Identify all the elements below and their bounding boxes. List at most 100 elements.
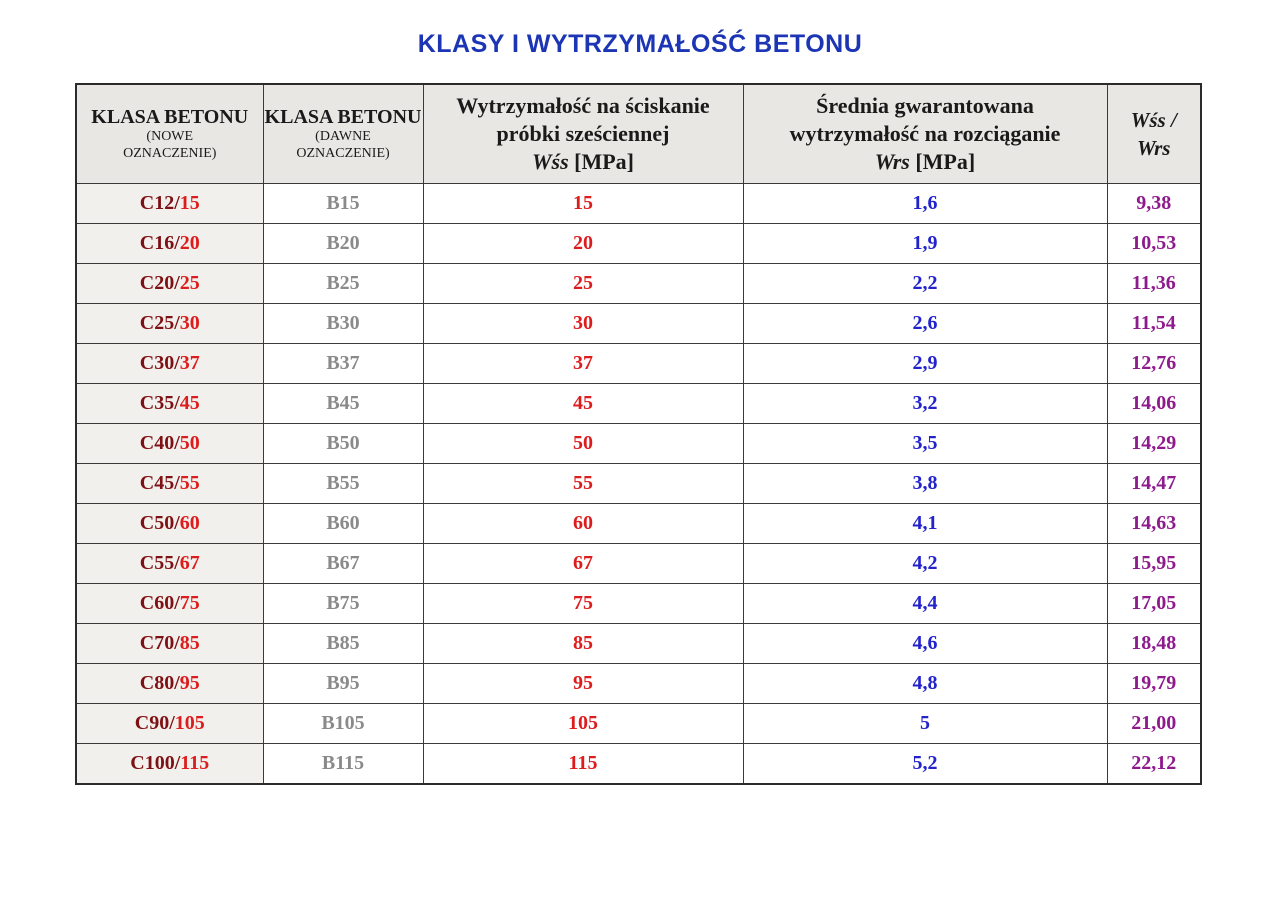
header-tensile-line2: wytrzymałość na rozciąganie xyxy=(789,121,1061,147)
header-ratio: Wśs / Wrs xyxy=(1106,83,1202,184)
class-new-prefix: C20/ xyxy=(139,272,180,294)
header-class-new-sub-line1: (NOWE xyxy=(146,128,194,144)
table-body: C12/15 B15 15 1,6 9,38 C16/20 B20 20 1,9… xyxy=(75,183,1202,785)
cell-class-old: B105 xyxy=(262,703,424,744)
class-new-prefix: C70/ xyxy=(139,632,180,654)
cell-wss-value: 67 xyxy=(422,543,744,584)
cell-wss-value: 25 xyxy=(422,263,744,304)
class-new-suffix: 95 xyxy=(179,672,200,694)
header-compressive-line1: Wytrzymałość na ściskanie xyxy=(456,93,710,119)
cell-class-new: C90/105 xyxy=(75,703,264,744)
class-new-suffix: 30 xyxy=(179,312,200,334)
cell-wss-value: 15 xyxy=(422,183,744,224)
table-row: C16/20 B20 20 1,9 10,53 xyxy=(75,223,1202,264)
class-new-suffix: 37 xyxy=(179,352,200,374)
class-new-prefix: C40/ xyxy=(139,432,180,454)
class-new-suffix: 105 xyxy=(174,712,205,734)
cell-wss-value: 50 xyxy=(422,423,744,464)
class-new-prefix: C16/ xyxy=(139,232,180,254)
class-new-prefix: C35/ xyxy=(139,392,180,414)
table-row: C20/25 B25 25 2,2 11,36 xyxy=(75,263,1202,304)
table-row: C100/115 B115 115 5,2 22,12 xyxy=(75,743,1202,785)
class-new-prefix: C50/ xyxy=(139,512,180,534)
header-compressive-strength: Wytrzymałość na ściskanie próbki szeście… xyxy=(422,83,744,184)
header-ratio-line1: Wśs / xyxy=(1130,107,1177,132)
table-row: C50/60 B60 60 4,1 14,63 xyxy=(75,503,1202,544)
cell-class-new: C16/20 xyxy=(75,223,264,264)
cell-class-old: B37 xyxy=(262,343,424,384)
cell-wss-value: 105 xyxy=(422,703,744,744)
cell-wss-value: 55 xyxy=(422,463,744,504)
cell-class-old: B25 xyxy=(262,263,424,304)
table-header: KLASA BETONU (NOWE OZNACZENIE) KLASA BET… xyxy=(75,83,1202,184)
cell-wss-value: 85 xyxy=(422,623,744,664)
cell-wss-value: 20 xyxy=(422,223,744,264)
table-row: C12/15 B15 15 1,6 9,38 xyxy=(75,183,1202,224)
header-tensile-symbol-line: Wrs [MPa] xyxy=(874,148,976,174)
cell-wrs-value: 5 xyxy=(742,703,1108,744)
cell-class-old: B67 xyxy=(262,543,424,584)
class-new-prefix: C80/ xyxy=(139,672,180,694)
class-new-suffix: 55 xyxy=(179,472,200,494)
cell-wss-value: 60 xyxy=(422,503,744,544)
class-new-suffix: 15 xyxy=(179,192,200,214)
cell-ratio-value: 21,00 xyxy=(1106,703,1202,744)
cell-wrs-value: 4,1 xyxy=(742,503,1108,544)
class-new-suffix: 75 xyxy=(179,592,200,614)
page-title: KLASY I WYTRZYMAŁOŚĆ BETONU xyxy=(417,30,863,58)
class-new-prefix: C12/ xyxy=(139,192,180,214)
table-row: C80/95 B95 95 4,8 19,79 xyxy=(75,663,1202,704)
table-row: C40/50 B50 50 3,5 14,29 xyxy=(75,423,1202,464)
class-new-suffix: 50 xyxy=(179,432,200,454)
table-row: C45/55 B55 55 3,8 14,47 xyxy=(75,463,1202,504)
header-tensile-strength: Średnia gwarantowana wytrzymałość na roz… xyxy=(742,83,1108,184)
cell-class-new: C60/75 xyxy=(75,583,264,624)
table-row: C55/67 B67 67 4,2 15,95 xyxy=(75,543,1202,584)
class-new-suffix: 60 xyxy=(179,512,200,534)
header-class-old-sub-line1: (DAWNE xyxy=(315,128,371,144)
class-new-suffix: 45 xyxy=(179,392,200,414)
cell-ratio-value: 14,47 xyxy=(1106,463,1202,504)
cell-wrs-value: 4,8 xyxy=(742,663,1108,704)
class-new-prefix: C60/ xyxy=(139,592,180,614)
cell-class-new: C55/67 xyxy=(75,543,264,584)
header-class-new-sub-line2: OZNACZENIE) xyxy=(123,145,217,161)
header-class-new: KLASA BETONU (NOWE OZNACZENIE) xyxy=(75,83,264,184)
cell-wrs-value: 3,2 xyxy=(742,383,1108,424)
class-new-suffix: 85 xyxy=(179,632,200,654)
cell-wss-value: 115 xyxy=(422,743,744,785)
cell-class-old: B60 xyxy=(262,503,424,544)
header-tensile-line1: Średnia gwarantowana xyxy=(816,93,1034,119)
class-new-prefix: C30/ xyxy=(139,352,180,374)
cell-ratio-value: 14,29 xyxy=(1106,423,1202,464)
cell-class-old: B55 xyxy=(262,463,424,504)
class-new-suffix: 25 xyxy=(179,272,200,294)
header-compressive-symbol-line: Wśs [MPa] xyxy=(531,148,635,174)
cell-class-old: B115 xyxy=(262,743,424,785)
cell-class-old: B45 xyxy=(262,383,424,424)
class-new-prefix: C25/ xyxy=(139,312,180,334)
cell-ratio-value: 14,06 xyxy=(1106,383,1202,424)
cell-ratio-value: 22,12 xyxy=(1106,743,1202,785)
header-ratio-line2: Wrs xyxy=(1137,136,1171,160)
cell-wrs-value: 4,2 xyxy=(742,543,1108,584)
cell-wrs-value: 5,2 xyxy=(742,743,1108,785)
cell-class-new: C50/60 xyxy=(75,503,264,544)
header-class-old-sub-line2: OZNACZENIE) xyxy=(296,145,390,161)
cell-wrs-value: 1,9 xyxy=(742,223,1108,264)
cell-wss-value: 75 xyxy=(422,583,744,624)
header-compressive-line2: próbki sześciennej xyxy=(496,121,670,147)
cell-ratio-value: 17,05 xyxy=(1106,583,1202,624)
cell-class-new: C100/115 xyxy=(75,743,264,785)
cell-class-old: B30 xyxy=(262,303,424,344)
cell-wrs-value: 3,5 xyxy=(742,423,1108,464)
header-class-old: KLASA BETONU (DAWNE OZNACZENIE) xyxy=(262,83,424,184)
cell-ratio-value: 19,79 xyxy=(1106,663,1202,704)
header-class-old-title: KLASA BETONU xyxy=(264,105,422,128)
cell-wrs-value: 1,6 xyxy=(742,183,1108,224)
class-new-prefix: C45/ xyxy=(139,472,180,494)
class-new-suffix: 20 xyxy=(179,232,200,254)
cell-wss-value: 45 xyxy=(422,383,744,424)
table-row: C90/105 B105 105 5 21,00 xyxy=(75,703,1202,744)
cell-class-new: C35/45 xyxy=(75,383,264,424)
